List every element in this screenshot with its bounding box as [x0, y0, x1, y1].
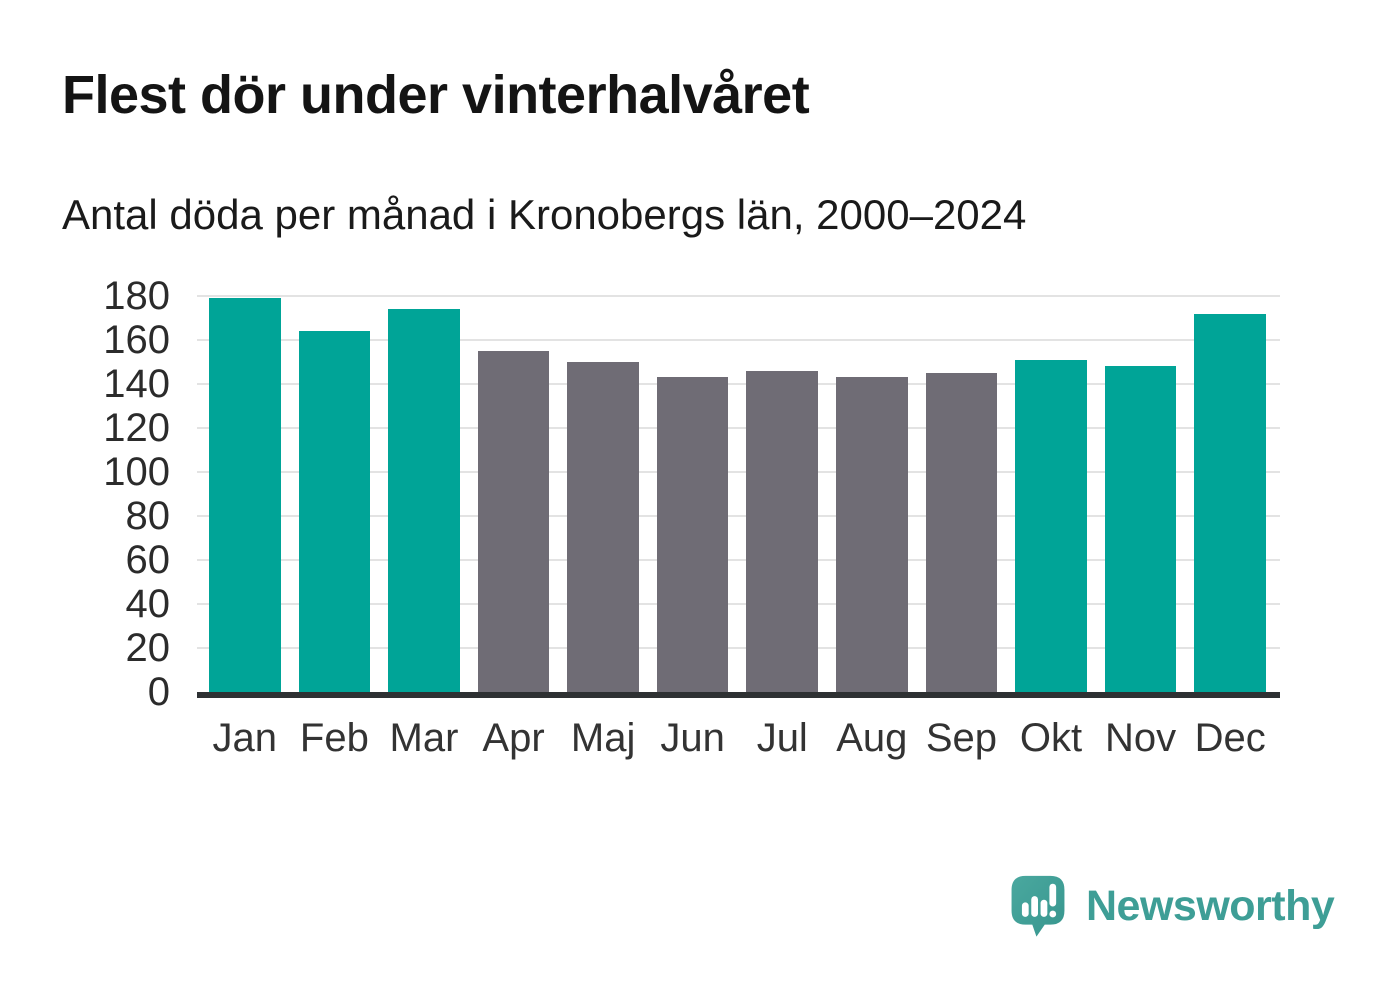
brand-name: Newsworthy: [1086, 881, 1335, 930]
gridline-20: [197, 647, 1280, 649]
bar-jan: [209, 298, 281, 692]
y-tick-label-100: 100: [103, 450, 170, 494]
gridline-40: [197, 603, 1280, 605]
x-tick-label-okt: Okt: [1019, 716, 1083, 760]
gridline-60: [197, 559, 1280, 561]
bar-feb: [298, 331, 371, 692]
chart-subtitle: Antal döda per månad i Kronobergs län, 2…: [62, 191, 1027, 238]
x-tick-label-sep: Sep: [925, 716, 997, 760]
y-tick-label-160: 160: [103, 318, 170, 362]
bar-aug: [836, 377, 908, 692]
x-tick-label-apr: Apr: [482, 716, 545, 760]
gridline-180: [197, 295, 1280, 297]
gridline-140: [197, 383, 1280, 385]
y-tick-label-180: 180: [103, 274, 170, 318]
x-tick-label-aug: Aug: [836, 716, 908, 760]
x-tick-label-maj: Maj: [570, 716, 636, 760]
y-tick-label-60: 60: [125, 538, 171, 582]
gridline-120: [197, 427, 1280, 429]
x-tick-label-mar: Mar: [389, 716, 459, 760]
x-tick-label-dec: Dec: [1194, 716, 1266, 760]
x-axis-labels: Jan Feb Mar Apr Maj Jun Jul Aug Sep Okt Nov Dec: [197, 714, 1280, 762]
chart-title: Flest dör under vinterhalvåret: [62, 65, 810, 125]
y-tick-label-80: 80: [125, 494, 171, 538]
y-axis-labels: 0 20 40 60 80 100 120 140 160 180: [0, 276, 171, 712]
bar-mar: [388, 309, 460, 692]
gridline-160: [197, 339, 1280, 341]
x-tick-label-jul: Jul: [756, 716, 808, 760]
x-tick-label-jun: Jun: [660, 716, 725, 760]
bar-dec: [1194, 313, 1266, 692]
y-tick-label-120: 120: [103, 406, 170, 450]
bar-okt: [1015, 359, 1087, 692]
x-tick-label-feb: Feb: [299, 716, 369, 760]
x-tick-label-jan: Jan: [212, 716, 278, 760]
x-tick-label-nov: Nov: [1105, 716, 1177, 760]
bar-maj: [567, 362, 639, 692]
y-tick-label-40: 40: [125, 582, 171, 626]
gridline-100: [197, 471, 1280, 473]
bar-apr: [477, 351, 550, 692]
bar-jun: [656, 377, 729, 692]
bar-sep: [925, 373, 998, 692]
plot-area: [197, 295, 1280, 698]
bar-nov: [1104, 366, 1177, 692]
brand-footer: Newsworthy: [1010, 874, 1335, 938]
y-tick-label-20: 20: [125, 626, 171, 670]
y-tick-label-140: 140: [103, 362, 170, 406]
bar-jul: [746, 370, 819, 692]
y-tick-label-0: 0: [147, 670, 170, 714]
newsworthy-logo-icon: [1011, 875, 1065, 937]
x-axis-line: [197, 692, 1280, 698]
bar-series: [197, 296, 1280, 692]
gridline-80: [197, 515, 1280, 517]
